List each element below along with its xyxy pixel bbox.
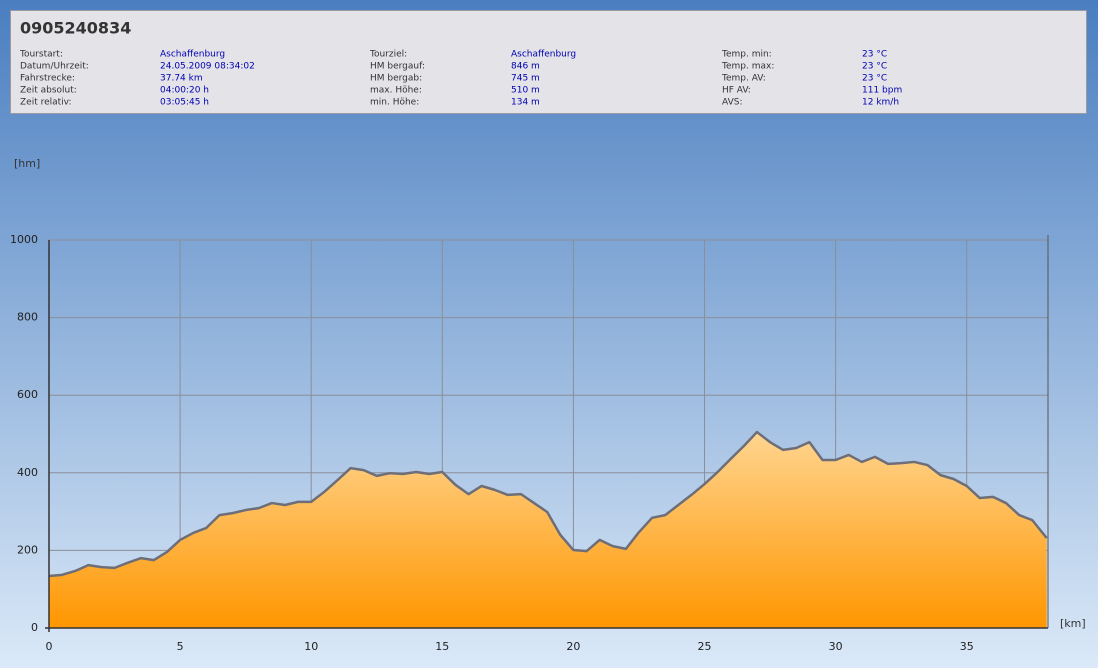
area bbox=[49, 432, 1047, 628]
x-tick-label: 10 bbox=[304, 640, 318, 653]
info-value: 134 m bbox=[511, 98, 540, 108]
info-label: Zeit absolut: bbox=[20, 86, 77, 96]
info-value: Aschaffenburg bbox=[160, 50, 225, 60]
info-value: 23 °C bbox=[862, 62, 887, 72]
info-label: Zeit relativ: bbox=[20, 98, 72, 108]
info-value: 23 °C bbox=[862, 50, 887, 60]
x-tick-label: 35 bbox=[960, 640, 974, 653]
info-label: Temp. max: bbox=[721, 62, 774, 72]
info-label: HM bergab: bbox=[370, 74, 422, 84]
info-value: 37.74 km bbox=[160, 74, 203, 84]
info-value: 03:05:45 h bbox=[160, 98, 209, 108]
x-tick-label: 20 bbox=[566, 640, 580, 653]
info-value: 745 m bbox=[511, 74, 540, 84]
y-tick-label: 200 bbox=[17, 543, 38, 556]
info-panel bbox=[10, 10, 1087, 114]
x-tick-label: 15 bbox=[435, 640, 449, 653]
info-label: min. Höhe: bbox=[370, 98, 419, 108]
info-label: Tourstart: bbox=[19, 50, 63, 60]
info-title: 0905240834 bbox=[20, 19, 131, 38]
info-value: 24.05.2009 08:34:02 bbox=[160, 62, 255, 72]
x-axis-label: [km] bbox=[1060, 617, 1086, 630]
info-label: Temp. min: bbox=[721, 50, 772, 60]
y-tick-label: 800 bbox=[17, 311, 38, 324]
y-tick-label: 0 bbox=[31, 621, 38, 634]
x-tick-label: 30 bbox=[829, 640, 843, 653]
info-label: HM bergauf: bbox=[370, 62, 425, 72]
x-tick-label: 0 bbox=[46, 640, 53, 653]
y-tick-label: 600 bbox=[17, 388, 38, 401]
info-value: 510 m bbox=[511, 86, 540, 96]
info-label: Fahrstrecke: bbox=[20, 74, 75, 84]
info-label: Temp. AV: bbox=[721, 74, 766, 84]
x-tick-label: 25 bbox=[698, 640, 712, 653]
line bbox=[48, 430, 1048, 578]
x-tick-label: 5 bbox=[177, 640, 184, 653]
info-label: AVS: bbox=[722, 98, 742, 108]
info-value: 12 km/h bbox=[862, 98, 899, 108]
info-label: HF AV: bbox=[722, 86, 751, 96]
info-label: max. Höhe: bbox=[370, 86, 422, 96]
info-label: Datum/Uhrzeit: bbox=[20, 62, 89, 72]
y-axis-label: [hm] bbox=[14, 157, 40, 170]
info-value: 04:00:20 h bbox=[160, 86, 209, 96]
y-tick-label: 1000 bbox=[10, 233, 38, 246]
info-value: 23 °C bbox=[862, 74, 887, 84]
info-value: 846 m bbox=[511, 62, 540, 72]
info-value: Aschaffenburg bbox=[511, 50, 576, 60]
info-value: 111 bpm bbox=[862, 86, 902, 96]
y-tick-label: 400 bbox=[17, 466, 38, 479]
info-label: Tourziel: bbox=[369, 50, 407, 60]
